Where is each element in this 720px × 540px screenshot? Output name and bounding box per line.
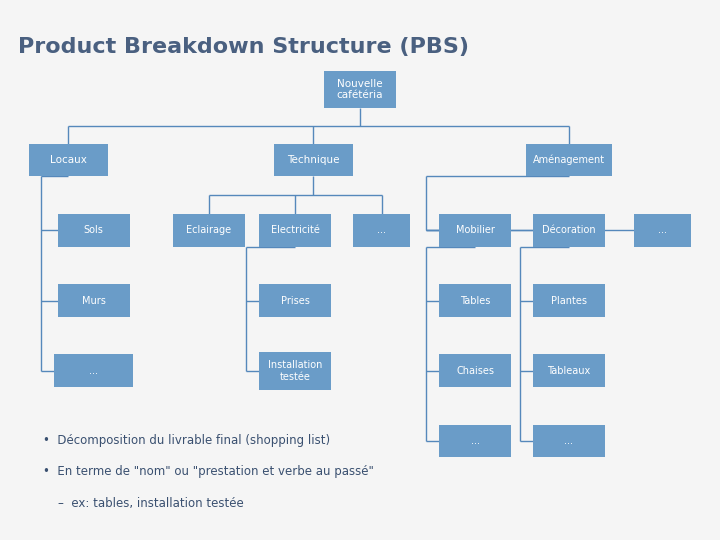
Text: Locaux: Locaux xyxy=(50,155,87,165)
FancyBboxPatch shape xyxy=(439,354,511,387)
FancyBboxPatch shape xyxy=(526,144,612,176)
Text: Tableaux: Tableaux xyxy=(547,366,590,376)
Text: ...: ... xyxy=(89,366,98,376)
Text: Plantes: Plantes xyxy=(551,295,587,306)
FancyBboxPatch shape xyxy=(58,284,130,317)
Text: •  Décomposition du livrable final (shopping list): • Décomposition du livrable final (shopp… xyxy=(43,434,330,447)
FancyBboxPatch shape xyxy=(324,71,396,109)
Text: Aménagement: Aménagement xyxy=(533,154,605,165)
Text: Murs: Murs xyxy=(81,295,106,306)
FancyBboxPatch shape xyxy=(439,214,511,247)
Text: •  En terme de "nom" ou "prestation et verbe au passé": • En terme de "nom" ou "prestation et ve… xyxy=(43,465,374,478)
Text: Mobilier: Mobilier xyxy=(456,225,495,235)
FancyBboxPatch shape xyxy=(634,214,691,247)
FancyBboxPatch shape xyxy=(533,354,605,387)
FancyBboxPatch shape xyxy=(54,354,133,387)
FancyBboxPatch shape xyxy=(173,214,245,247)
Text: Décoration: Décoration xyxy=(542,225,595,235)
FancyBboxPatch shape xyxy=(439,284,511,317)
Text: Chaises: Chaises xyxy=(456,366,494,376)
Text: Eclairage: Eclairage xyxy=(186,225,231,235)
Text: Product Breakdown Structure (PBS): Product Breakdown Structure (PBS) xyxy=(18,37,469,57)
Text: ...: ... xyxy=(658,225,667,235)
FancyBboxPatch shape xyxy=(58,214,130,247)
Text: Sols: Sols xyxy=(84,225,104,235)
Text: ...: ... xyxy=(471,436,480,446)
Text: Prises: Prises xyxy=(281,295,310,306)
Text: Nouvelle
cafétéria: Nouvelle cafétéria xyxy=(337,79,383,100)
FancyBboxPatch shape xyxy=(274,144,353,176)
Text: Technique: Technique xyxy=(287,155,339,165)
Text: Tables: Tables xyxy=(460,295,490,306)
FancyBboxPatch shape xyxy=(259,284,331,317)
FancyBboxPatch shape xyxy=(259,214,331,247)
FancyBboxPatch shape xyxy=(353,214,410,247)
Text: ...: ... xyxy=(564,436,573,446)
FancyBboxPatch shape xyxy=(439,425,511,457)
Text: Installation
testée: Installation testée xyxy=(268,360,323,382)
FancyBboxPatch shape xyxy=(533,284,605,317)
Text: Electricité: Electricité xyxy=(271,225,320,235)
FancyBboxPatch shape xyxy=(533,214,605,247)
Text: ...: ... xyxy=(377,225,386,235)
Text: –  ex: tables, installation testée: – ex: tables, installation testée xyxy=(43,497,244,510)
FancyBboxPatch shape xyxy=(533,425,605,457)
FancyBboxPatch shape xyxy=(29,144,108,176)
FancyBboxPatch shape xyxy=(259,352,331,390)
